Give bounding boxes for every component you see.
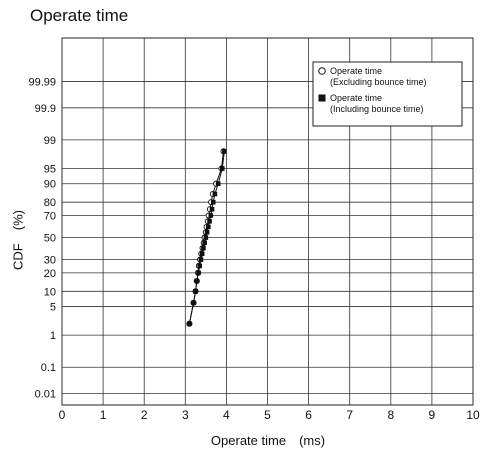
x-tick-label: 2 — [141, 408, 148, 422]
chart-series — [186, 148, 227, 327]
y-tick-label: 20 — [44, 268, 56, 280]
data-point — [215, 181, 221, 187]
data-point — [194, 278, 200, 284]
data-point — [191, 300, 196, 306]
y-tick-label: 50 — [44, 233, 56, 245]
x-tick-label: 10 — [466, 408, 480, 422]
data-point — [206, 224, 211, 230]
y-tick-label: 95 — [44, 163, 56, 175]
y-tick-label: 0.01 — [35, 389, 56, 401]
y-tick-label: 80 — [44, 197, 56, 209]
legend-label-line1: Operate time — [330, 66, 382, 76]
x-tick-label: 8 — [387, 408, 394, 422]
data-point — [203, 235, 209, 240]
y-tick-label: 99.9 — [35, 103, 56, 115]
legend-label-line2: (Including bounce time) — [330, 104, 424, 114]
data-point — [204, 229, 210, 235]
data-point — [212, 191, 218, 197]
y-tick-label: 1 — [50, 330, 56, 342]
data-point — [209, 206, 215, 212]
data-point — [193, 289, 198, 294]
x-axis-label: Operate time (ms) — [210, 433, 326, 448]
y-tick-label: 0.1 — [41, 362, 56, 374]
y-tick-label: 90 — [44, 179, 56, 191]
data-point — [219, 166, 225, 171]
x-tick-label: 9 — [429, 408, 436, 422]
legend-box — [312, 61, 463, 127]
data-point — [197, 263, 202, 269]
x-tick-label: 6 — [305, 408, 312, 422]
x-tick-label: 0 — [59, 408, 66, 422]
y-tick-label: 99.99 — [28, 76, 56, 88]
data-point — [198, 257, 204, 262]
series-2 — [187, 149, 227, 327]
y-tick-label: 5 — [50, 302, 56, 314]
data-point — [196, 270, 201, 276]
data-point — [207, 219, 212, 224]
y-tick-label: 10 — [44, 286, 56, 298]
data-point — [208, 213, 214, 218]
x-tick-label: 4 — [223, 408, 230, 422]
x-tick-label: 3 — [182, 408, 189, 422]
data-point — [222, 149, 227, 154]
data-point — [199, 251, 205, 256]
x-tick-label: 1 — [100, 408, 107, 422]
y-tick-label: 30 — [44, 255, 56, 267]
legend-marker-square-icon — [318, 94, 326, 102]
y-tick-label: 70 — [44, 211, 56, 223]
legend-label-line1: Operate time — [330, 93, 382, 103]
legend-marker-circle-icon — [318, 67, 326, 75]
data-point — [201, 245, 206, 251]
data-point — [187, 321, 192, 327]
data-point — [202, 240, 207, 246]
y-tick-label: 99 — [44, 135, 56, 147]
x-tick-label: 7 — [346, 408, 353, 422]
x-tick-label: 5 — [264, 408, 271, 422]
chart-title: Operate time — [30, 6, 129, 25]
legend-label-line2: (Excluding bounce time) — [330, 77, 427, 87]
chart-legend: Operate time(Excluding bounce time)Opera… — [312, 61, 463, 127]
data-point — [210, 199, 216, 205]
